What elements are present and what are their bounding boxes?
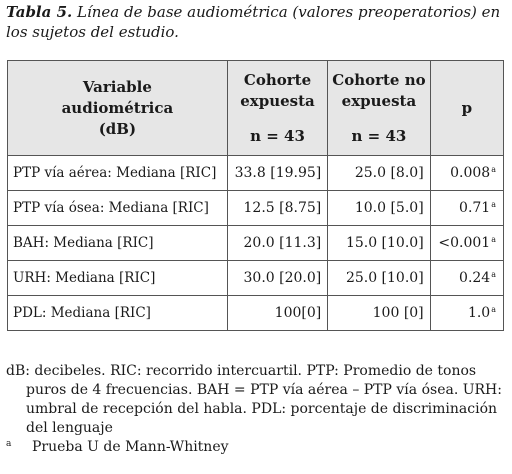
footnote-mark: a	[491, 305, 496, 314]
header-p: p	[429, 60, 505, 156]
table-row: BAH: Mediana [RIC] 20.0 [11.3] 15.0 [10.…	[7, 225, 505, 261]
row-exposed-value: 33.8 [19.95]	[226, 155, 329, 191]
row-unexposed-value: 10.0 [5.0]	[327, 190, 431, 226]
footnote-mark: a	[491, 165, 496, 174]
row-variable: PDL: Mediana [RIC]	[7, 295, 228, 331]
row-p-value: <0.001a	[429, 225, 505, 261]
row-p-value: 0.71a	[429, 190, 505, 226]
footnote: a Prueba U de Mann-Whitney	[6, 438, 506, 457]
caption-text: Línea de base audiométrica (valores preo…	[6, 3, 501, 41]
row-variable: BAH: Mediana [RIC]	[7, 225, 228, 261]
row-variable: PTP vía ósea: Mediana [RIC]	[7, 190, 228, 226]
header-exposed-n: n = 43	[250, 126, 305, 145]
p-value-text: 1.0	[467, 305, 491, 321]
header-variable-line1: Variable	[82, 77, 152, 96]
footnote-mark: a	[491, 235, 496, 244]
header-variable-line2: audiométrica	[61, 98, 174, 117]
header-unexposed-cohort: Cohorte no expuesta n = 43	[327, 60, 431, 156]
footnote-mark: a	[491, 200, 496, 209]
table-row: URH: Mediana [RIC] 30.0 [20.0] 25.0 [10.…	[7, 260, 505, 296]
row-unexposed-value: 15.0 [10.0]	[327, 225, 431, 261]
p-value-text: 0.71	[459, 200, 491, 216]
row-variable: PTP vía aérea: Mediana [RIC]	[7, 155, 228, 191]
header-variable: Variable audiométrica (dB)	[7, 60, 228, 156]
caption-label: Tabla 5.	[6, 3, 73, 21]
row-p-value: 1.0a	[429, 295, 505, 331]
row-p-value: 0.24a	[429, 260, 505, 296]
header-exposed-line2: expuesta	[240, 91, 315, 110]
row-variable: URH: Mediana [RIC]	[7, 260, 228, 296]
table-row: PTP vía aérea: Mediana [RIC] 33.8 [19.95…	[7, 155, 505, 191]
row-exposed-value: 20.0 [11.3]	[226, 225, 329, 261]
row-p-value: 0.008a	[429, 155, 505, 191]
abbreviations-note: dB: decibeles. RIC: recorrido intercuart…	[6, 363, 502, 436]
row-unexposed-value: 25.0 [8.0]	[327, 155, 431, 191]
row-exposed-value: 100[0]	[226, 295, 329, 331]
header-unexposed-n: n = 43	[351, 126, 407, 145]
table-caption: Tabla 5. Línea de base audiométrica (val…	[6, 2, 506, 42]
table-notes: dB: decibeles. RIC: recorrido intercuart…	[6, 362, 506, 457]
table-row: PDL: Mediana [RIC] 100[0] 100 [0] 1.0a	[7, 295, 505, 331]
header-unexposed-line2: expuesta	[341, 91, 417, 110]
table-header-row: Variable audiométrica (dB) Cohorte expue…	[7, 60, 505, 156]
footnote-text: Prueba U de Mann-Whitney	[32, 439, 229, 455]
row-unexposed-value: 25.0 [10.0]	[327, 260, 431, 296]
p-value-text: 0.24	[459, 270, 491, 286]
audiometric-table: Variable audiométrica (dB) Cohorte expue…	[7, 60, 505, 331]
p-value-text: 0.008	[450, 165, 491, 181]
header-unexposed-line1: Cohorte no	[332, 70, 426, 89]
header-variable-line3: (dB)	[98, 119, 137, 138]
p-value-text: <0.001	[438, 235, 491, 251]
table-row: PTP vía ósea: Mediana [RIC] 12.5 [8.75] …	[7, 190, 505, 226]
footnote-mark: a	[491, 270, 496, 279]
row-exposed-value: 30.0 [20.0]	[226, 260, 329, 296]
header-exposed-cohort: Cohorte expuesta n = 43	[226, 60, 329, 156]
row-unexposed-value: 100 [0]	[327, 295, 431, 331]
header-exposed-line1: Cohorte	[243, 70, 312, 89]
row-exposed-value: 12.5 [8.75]	[226, 190, 329, 226]
footnote-mark: a	[6, 439, 12, 449]
